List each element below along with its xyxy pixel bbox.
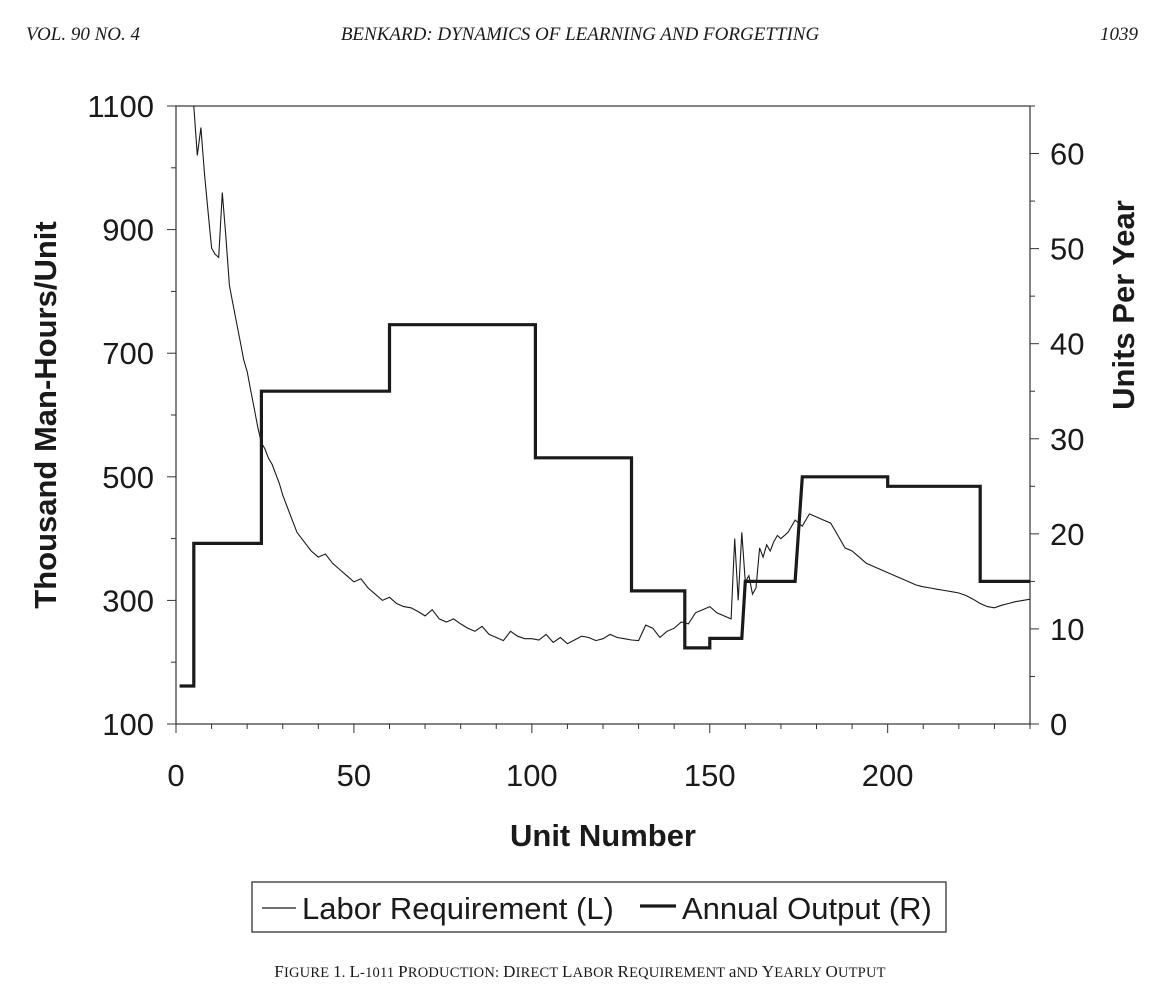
y-right-tick-label: 20 [1050, 517, 1084, 552]
x-tick-label: 0 [167, 758, 184, 793]
y-right-tick-label: 50 [1050, 232, 1084, 267]
y-right-tick-label: 30 [1050, 422, 1084, 457]
labor-requirement-line [193, 106, 1030, 645]
x-tick-label: 150 [684, 758, 736, 793]
y-left-tick-label: 300 [102, 583, 154, 618]
y-left-tick-label: 900 [102, 213, 154, 248]
x-tick-label: 100 [506, 758, 558, 793]
page-number: 1039 [1100, 24, 1138, 45]
annual-output-line [179, 323, 1030, 688]
y-right-tick-label: 10 [1050, 612, 1084, 647]
y-right-tick-label: 0 [1050, 707, 1067, 742]
y-left-tick-label: 700 [102, 336, 154, 371]
plot-frame [175, 105, 1031, 725]
running-head: VOL. 90 NO. 4 BENKARD: DYNAMICS OF LEARN… [0, 24, 1160, 50]
x-tick-label: 200 [862, 758, 914, 793]
journal-volume: VOL. 90 NO. 4 [26, 24, 140, 45]
y-right-tick-label: 60 [1050, 137, 1084, 172]
y-left-tick-label: 500 [102, 460, 154, 495]
chart: 0 50 100 150 200 100 300 500 700 900 1100 0 10 20 30 40… [28, 89, 1141, 933]
legend-label-labor: Labor Requirement (L) [302, 891, 614, 926]
y-left-tick-label: 1100 [87, 89, 154, 124]
x-tick-label: 50 [337, 758, 371, 793]
y-left-tick-label: 100 [102, 707, 154, 742]
y-right-axis-title: Units Per Year [1106, 200, 1141, 410]
legend-box [251, 881, 947, 933]
y-left-axis-title: Thousand Man-Hours/Unit [28, 221, 63, 608]
article-running-title: BENKARD: DYNAMICS OF LEARNING AND FORGET… [340, 24, 820, 45]
legend-label-output: Annual Output (R) [682, 891, 932, 926]
y-right-tick-label: 40 [1050, 327, 1084, 362]
x-axis-title: Unit Number [510, 818, 696, 853]
figure-caption: FIGURE 1. L-1011 PRODUCTION: DIRECT LABO… [274, 962, 886, 981]
